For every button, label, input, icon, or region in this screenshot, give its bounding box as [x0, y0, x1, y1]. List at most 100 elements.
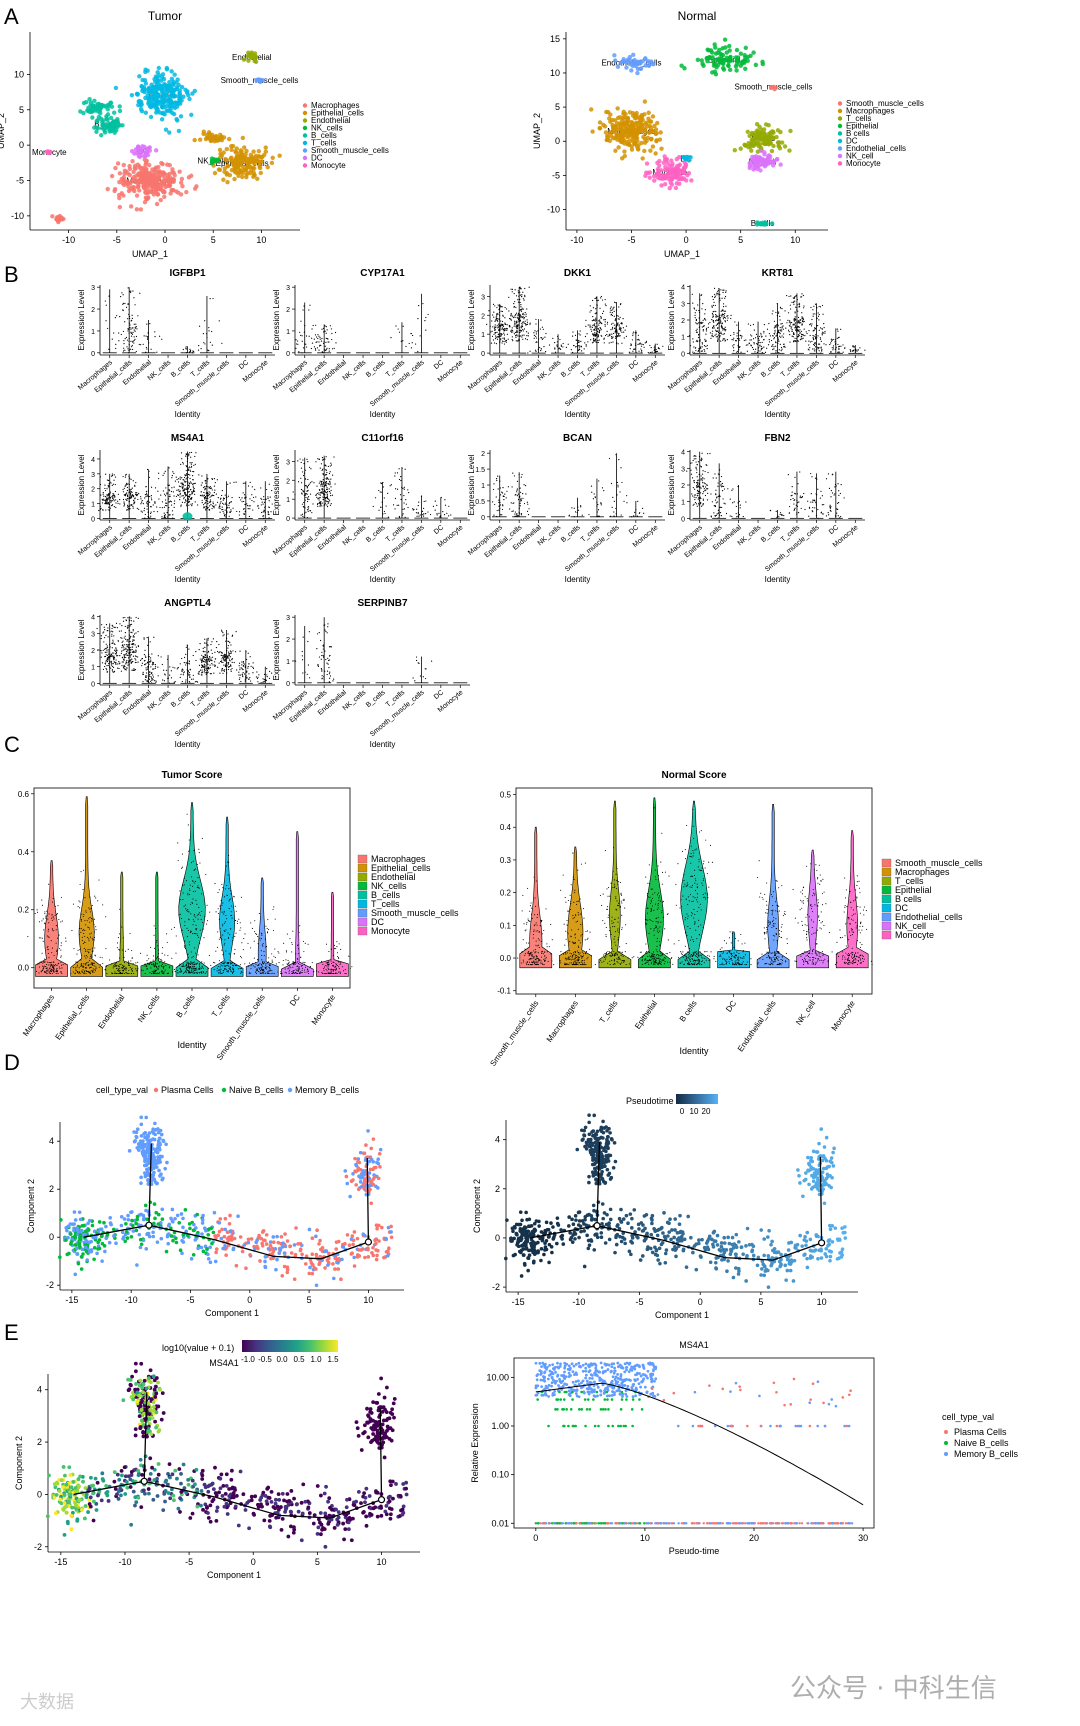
jitter-point [307, 478, 309, 481]
point [771, 135, 776, 141]
point [170, 177, 176, 182]
jitter-point [527, 335, 529, 337]
point [153, 165, 159, 170]
jitter-point [610, 314, 612, 316]
jitter-point [736, 324, 738, 326]
jitter-point [724, 310, 727, 312]
point [642, 148, 647, 154]
jitter-point [721, 309, 723, 311]
jitter-point [701, 326, 703, 328]
point [160, 105, 165, 110]
jitter-point [606, 321, 609, 323]
jitter-point [781, 330, 783, 332]
jitter-point [688, 335, 691, 337]
jitter-point [380, 506, 382, 508]
jitter-point [123, 501, 125, 503]
jitter-point [525, 493, 527, 495]
jitter-point [172, 491, 174, 493]
jitter-point [226, 496, 228, 498]
jitter-point [717, 339, 719, 341]
jitter-point [169, 514, 171, 516]
jitter-point [429, 513, 432, 516]
jitter-point [324, 494, 326, 496]
jitter-point [519, 487, 521, 489]
jitter-point [395, 325, 397, 327]
jitter-point [718, 320, 720, 322]
jitter-point [651, 351, 653, 353]
point [655, 120, 660, 126]
jitter-point [188, 455, 190, 457]
jitter-point [700, 350, 702, 352]
jitter-point [776, 324, 778, 326]
jitter-point [219, 498, 222, 500]
jitter-point [330, 464, 333, 466]
jitter-point [502, 487, 504, 489]
jitter-point [318, 341, 320, 343]
jitter-point [657, 347, 660, 349]
jitter-point [519, 314, 521, 316]
jitter-point [621, 342, 623, 344]
jitter-point [185, 505, 188, 507]
jitter-point [267, 512, 269, 514]
jitter-point [623, 337, 625, 339]
jitter-point [326, 497, 329, 499]
jitter-point [304, 469, 306, 471]
jitter-point [187, 497, 189, 500]
point [714, 65, 719, 70]
jitter-point [208, 508, 210, 511]
legend-key [837, 123, 843, 129]
jitter-point [751, 346, 754, 349]
jitter-point [146, 468, 149, 471]
jitter-point [799, 339, 802, 341]
jitter-point [499, 494, 502, 496]
jitter-point [731, 338, 733, 341]
jitter-point [632, 350, 634, 352]
point [134, 207, 140, 212]
jitter-point [854, 351, 857, 353]
jitter-point [303, 305, 305, 307]
jitter-point [304, 325, 306, 327]
jitter-point [518, 316, 521, 318]
jitter-point [206, 336, 208, 339]
jitter-point [146, 502, 148, 504]
jitter-point [750, 334, 752, 336]
jitter-point [524, 287, 526, 290]
jitter-point [419, 335, 421, 337]
jitter-point [295, 347, 297, 350]
jitter-point [812, 313, 814, 315]
jitter-point [140, 510, 142, 512]
jitter-point [268, 500, 270, 502]
jitter-point [704, 317, 706, 320]
jitter-point [183, 496, 185, 498]
point [106, 126, 112, 132]
jitter-point [317, 498, 319, 500]
point [179, 98, 184, 103]
point [643, 130, 648, 135]
jitter-point [513, 475, 516, 477]
jitter-point [262, 503, 264, 505]
point [140, 144, 145, 149]
jitter-point [522, 298, 524, 300]
jitter-point [327, 490, 329, 493]
point [164, 108, 170, 113]
point [146, 195, 151, 200]
jitter-point [591, 326, 593, 329]
y-axis-label: UMAP_2 [0, 113, 6, 149]
jitter-point [382, 481, 384, 484]
jitter-point [779, 319, 781, 321]
jitter-point [311, 342, 314, 344]
jitter-point [135, 492, 137, 494]
jitter-point [632, 334, 634, 337]
jitter-point [301, 335, 303, 337]
jitter-point [175, 495, 178, 498]
jitter-point [128, 332, 130, 334]
jitter-point [325, 326, 327, 328]
point [639, 122, 645, 128]
jitter-point [705, 328, 707, 331]
point [661, 160, 666, 166]
point [724, 50, 729, 55]
jitter-point [221, 508, 223, 511]
jitter-point [797, 340, 800, 342]
jitter-point [185, 455, 187, 457]
jitter-point [589, 311, 591, 313]
